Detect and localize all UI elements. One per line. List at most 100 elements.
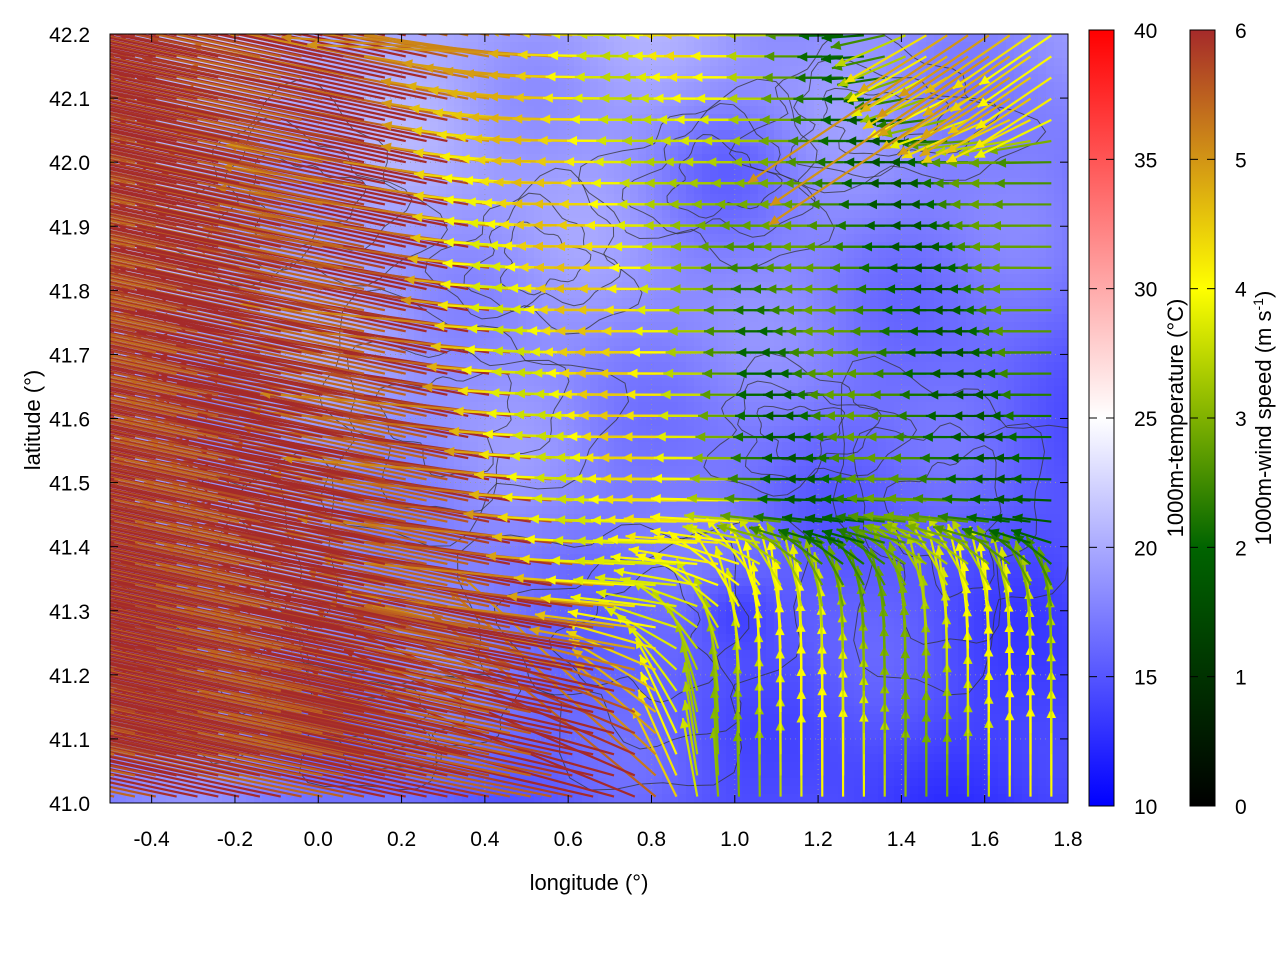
- temperature-cell: [246, 250, 255, 259]
- temperature-cell: [382, 202, 391, 211]
- temperature-cell: [350, 234, 359, 243]
- temperature-cell: [198, 338, 207, 347]
- temperature-cell: [438, 122, 447, 131]
- temperature-cell: [110, 442, 119, 451]
- temperature-cell: [454, 82, 463, 91]
- temperature-cell: [422, 50, 431, 59]
- temperature-cell: [502, 466, 511, 475]
- temperature-cell: [238, 506, 247, 515]
- temperature-cell: [422, 330, 431, 339]
- temperature-cell: [198, 42, 207, 51]
- temperature-cell: [350, 762, 359, 771]
- temperature-cell: [286, 266, 295, 275]
- temperature-cell: [422, 570, 431, 579]
- temperature-cell: [390, 90, 399, 99]
- temperature-cell: [358, 362, 367, 371]
- temperature-cell: [470, 378, 479, 387]
- temperature-cell: [262, 402, 271, 411]
- temperature-cell: [358, 146, 367, 155]
- temperature-cell: [398, 738, 407, 747]
- temperature-cell: [270, 682, 279, 691]
- temperature-cell: [222, 122, 231, 131]
- plot-area: [110, 34, 1068, 803]
- temperature-cell: [198, 346, 207, 355]
- temperature-cell: [270, 370, 279, 379]
- temperature-cell: [406, 322, 415, 331]
- temperature-cell: [238, 274, 247, 283]
- temperature-cell: [358, 274, 367, 283]
- temperature-cell: [270, 466, 279, 475]
- temperature-cell: [510, 58, 519, 67]
- temperature-cell: [366, 186, 375, 195]
- temperature-cell: [390, 226, 399, 235]
- temperature-cell: [454, 186, 463, 195]
- temperature-cell: [430, 58, 439, 67]
- temperature-cell: [190, 794, 199, 803]
- temperature-cell: [462, 482, 471, 491]
- temperature-cell: [302, 138, 311, 147]
- temperature-cell: [454, 482, 463, 491]
- temperature-cell: [318, 666, 327, 675]
- temperature-cell: [294, 66, 303, 75]
- temperature-cell: [198, 202, 207, 211]
- temperature-cell: [430, 474, 439, 483]
- temperature-cell: [350, 226, 359, 235]
- temperature-cell: [462, 458, 471, 467]
- temperature-cell: [126, 162, 135, 171]
- temperature-cell: [350, 402, 359, 411]
- temperature-cell: [438, 74, 447, 83]
- temperature-cell: [350, 74, 359, 83]
- temperature-cell: [190, 154, 199, 163]
- temperature-cell: [382, 370, 391, 379]
- temperature-cell: [358, 586, 367, 595]
- temperature-cell: [414, 754, 423, 763]
- temperature-cell: [310, 794, 319, 803]
- temperature-cell: [214, 138, 223, 147]
- temperature-cell: [302, 250, 311, 259]
- temperature-cell: [454, 274, 463, 283]
- temperature-cell: [422, 122, 431, 131]
- temperature-cell: [422, 730, 431, 739]
- temperature-cell: [326, 418, 335, 427]
- temperature-cell: [510, 546, 519, 555]
- temperature-cell: [502, 42, 511, 51]
- temperature-cell: [222, 794, 231, 803]
- temperature-cell: [422, 250, 431, 259]
- temperature-cell: [302, 178, 311, 187]
- temperature-cell: [246, 618, 255, 627]
- temperature-cell: [286, 618, 295, 627]
- temperature-cell: [382, 586, 391, 595]
- temperature-cell: [342, 634, 351, 643]
- temperature-cell: [502, 162, 511, 171]
- temperature-cell: [406, 370, 415, 379]
- temperature-cell: [118, 794, 127, 803]
- temperature-cell: [470, 146, 479, 155]
- temperature-cell: [350, 106, 359, 115]
- temperature-cell: [390, 170, 399, 179]
- temperature-cell: [430, 74, 439, 83]
- temperature-cell: [166, 794, 175, 803]
- temperature-cell: [438, 170, 447, 179]
- temperature-cell: [158, 266, 167, 275]
- temperature-cell: [502, 146, 511, 155]
- temperature-cell: [158, 794, 167, 803]
- temperature-cell: [430, 98, 439, 107]
- temperature-cell: [278, 578, 287, 587]
- temperature-cell: [430, 554, 439, 563]
- temperature-cell: [454, 98, 463, 107]
- temperature-cell: [150, 82, 159, 91]
- temperature-cell: [422, 794, 431, 803]
- temperature-cell: [206, 794, 215, 803]
- temperature-cell: [382, 290, 391, 299]
- temperature-cell: [310, 306, 319, 315]
- temperature-cell: [246, 314, 255, 323]
- temperature-cell: [494, 458, 503, 467]
- temperature-cell: [342, 122, 351, 131]
- temperature-cell: [430, 498, 439, 507]
- temperature-cell: [422, 146, 431, 155]
- temperature-cell: [422, 194, 431, 203]
- temperature-cell: [398, 50, 407, 59]
- temperature-cell: [118, 714, 127, 723]
- temperature-cell: [318, 786, 327, 795]
- temperature-cell: [294, 746, 303, 755]
